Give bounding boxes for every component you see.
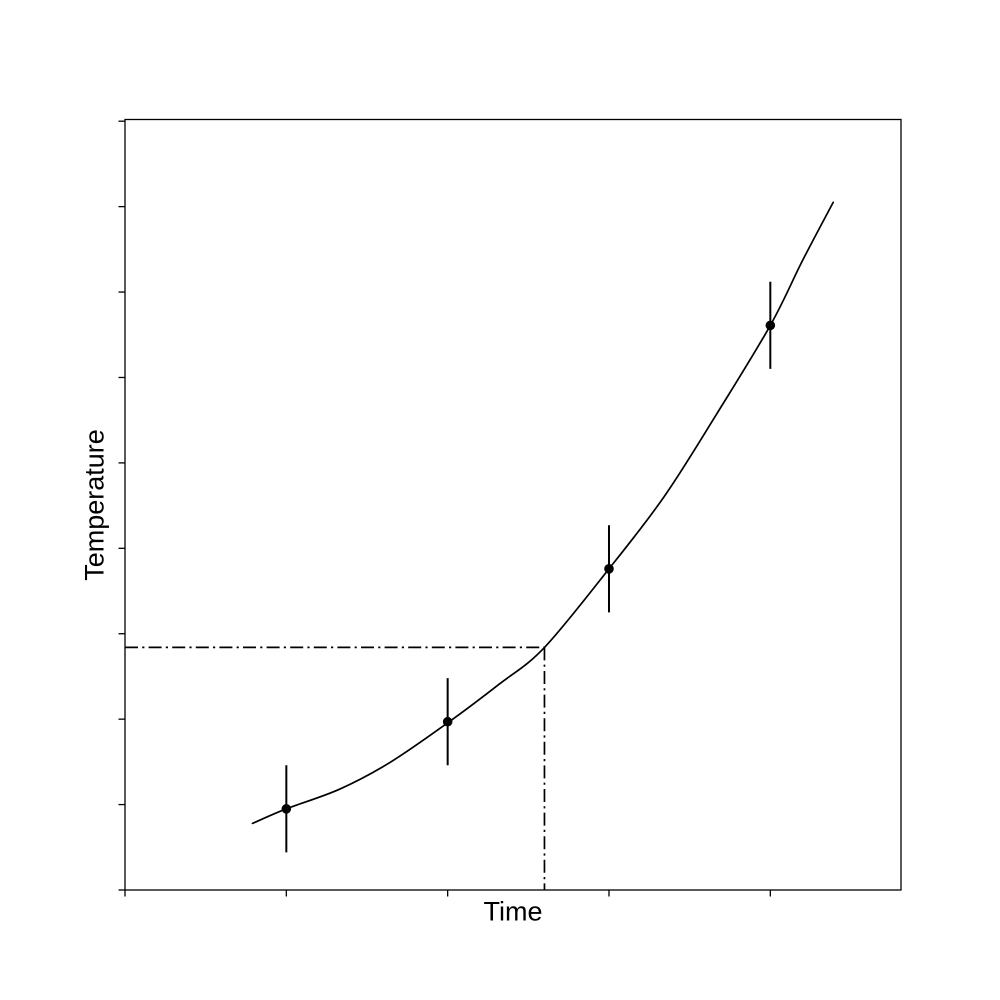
fit-curve — [251, 201, 835, 825]
data-point-marker — [442, 716, 453, 727]
x-axis-label: Time — [484, 897, 543, 927]
plot-border — [124, 118, 902, 891]
data-point-marker — [765, 320, 776, 331]
data-point-marker — [281, 804, 292, 814]
y-axis-label: Temperature — [80, 429, 110, 581]
plot-area — [118, 118, 902, 897]
data-point-marker — [604, 564, 614, 574]
